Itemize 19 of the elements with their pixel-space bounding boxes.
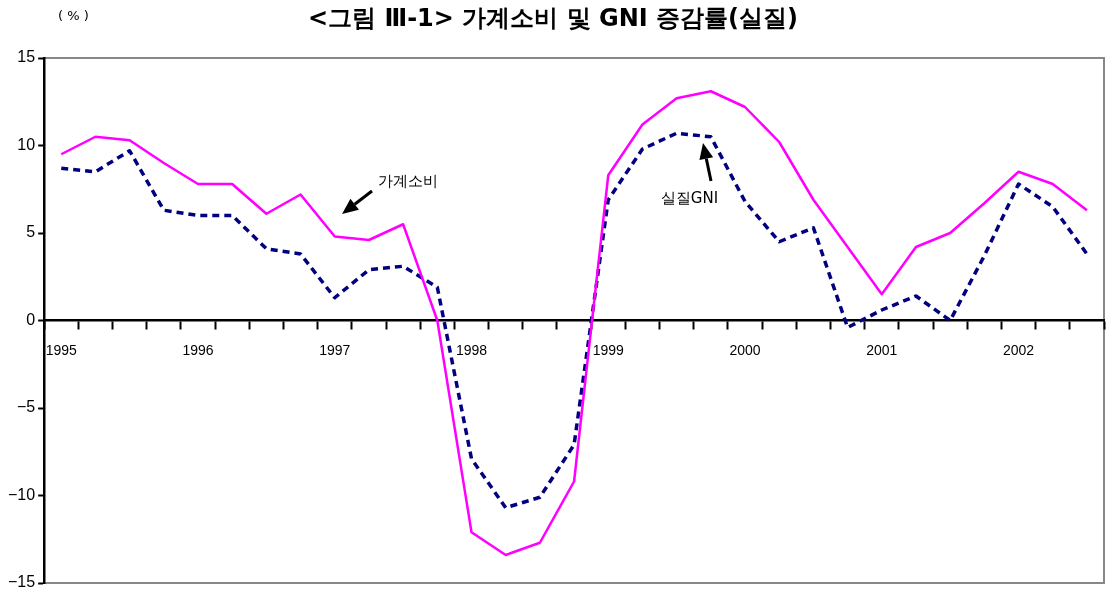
x-tick-label: 1998	[455, 341, 488, 358]
y-tick-label: 5	[26, 223, 36, 241]
y-tick-label: −15	[8, 573, 36, 591]
x-tick-label: 1996	[182, 341, 214, 358]
text: 가계소비	[378, 172, 439, 191]
y-axis-title: ( % )	[58, 8, 89, 23]
y-tick-label: 0	[26, 310, 36, 328]
y-tick-label: 10	[17, 135, 36, 153]
x-tick-label: 1995	[45, 341, 78, 358]
series-label: 실질GNI	[660, 188, 719, 207]
chart-title: <그림 Ⅲ-1> 가계소비 및 GNI 증감률(실질)	[308, 4, 798, 32]
x-tick-label: 2000	[729, 341, 761, 358]
x-tick-label: 1999	[592, 341, 625, 358]
y-tick-label: 15	[17, 48, 36, 66]
x-tick-label: 1997	[319, 341, 351, 358]
y-tick-label: −10	[8, 485, 36, 503]
y-tick-label: −5	[16, 398, 36, 416]
x-tick-label: 2001	[866, 341, 898, 358]
x-tick-label: 2002	[1002, 341, 1035, 358]
